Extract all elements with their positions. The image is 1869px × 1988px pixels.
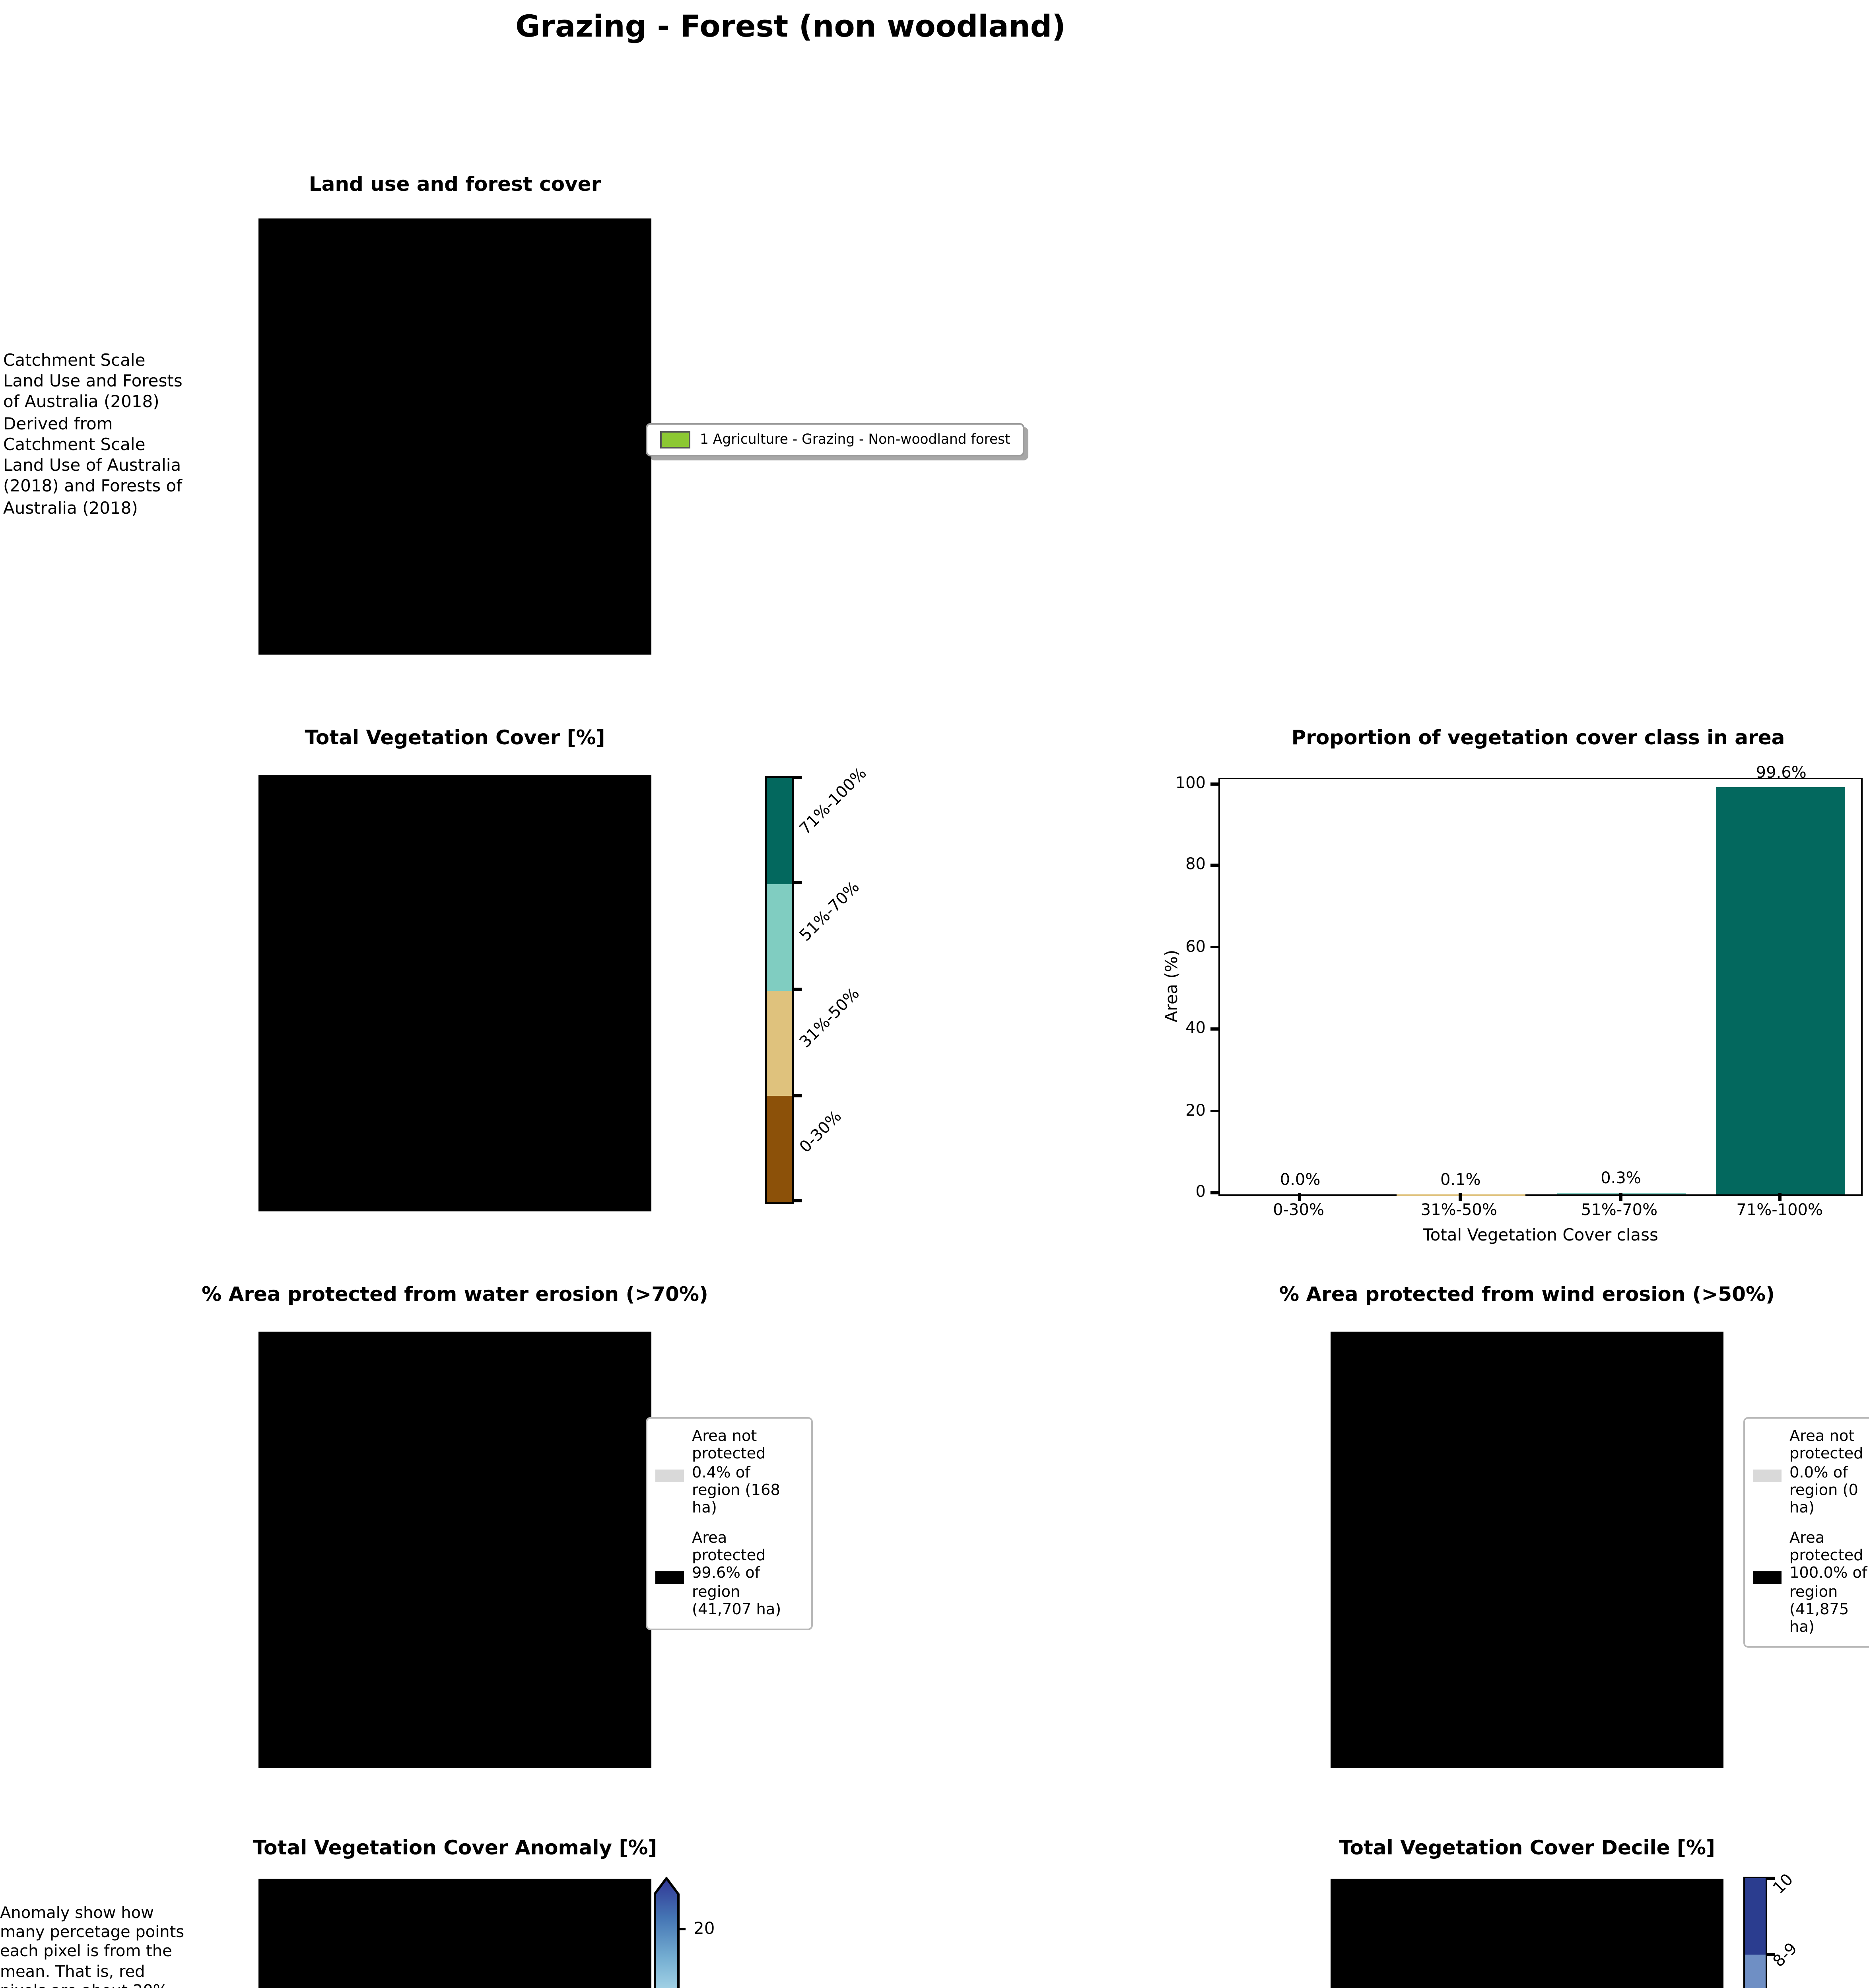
water-protected-label: Area protected 99.6% of region (41,707 h… <box>692 1529 781 1619</box>
anomaly-title: Total Vegetation Cover Anomaly [%] <box>253 1835 657 1859</box>
decile-seg-8-9 <box>1745 1955 1766 1988</box>
ytick-40: 40 <box>1185 1020 1206 1038</box>
wind-legend-item-protected: Area protected 100.0% of region (41,875 … <box>1753 1529 1867 1637</box>
anomaly-note: Anomaly show how many percetage points e… <box>0 1905 185 1988</box>
landuse-legend-swatch <box>660 431 690 448</box>
map-land-use <box>255 218 652 659</box>
decile-title: Total Vegetation Cover Decile [%] <box>1339 1835 1715 1859</box>
wind-legend: Area not protected 0.0% of region (0 ha)… <box>1743 1417 1869 1648</box>
map-water-erosion <box>255 1332 652 1772</box>
decile-label-8-9: 8-9 <box>1770 1940 1801 1971</box>
wind-legend-item-not-protected: Area not protected 0.0% of region (0 ha) <box>1753 1428 1867 1518</box>
bar-value-1: 0.1% <box>1440 1172 1481 1189</box>
ytick-0: 0 <box>1195 1184 1206 1202</box>
wind-not-protected-label: Area not protected 0.0% of region (0 ha) <box>1789 1428 1863 1518</box>
ytick-60: 60 <box>1185 939 1206 957</box>
landuse-legend: 1 Agriculture - Grazing - Non-woodland f… <box>646 423 1025 456</box>
cover-colorbar-seg <box>767 990 792 1096</box>
wind-not-protected-swatch <box>1753 1470 1782 1482</box>
map-anomaly <box>255 1879 652 1988</box>
water-legend-item-protected: Area protected 99.6% of region (41,707 h… <box>655 1529 803 1619</box>
chart-xlabel: Total Vegetation Cover class <box>1423 1226 1658 1245</box>
landuse-legend-label: 1 Agriculture - Grazing - Non-woodland f… <box>700 432 1010 448</box>
ytick-80: 80 <box>1185 857 1206 875</box>
chart-ylabel: Area (%) <box>1163 949 1182 1023</box>
cover-colorbar-seg <box>767 884 792 990</box>
bar-value-2: 0.3% <box>1601 1171 1641 1188</box>
map-decile <box>1327 1879 1724 1988</box>
water-protected-swatch <box>655 1571 684 1584</box>
cover-title: Total Vegetation Cover [%] <box>305 725 605 749</box>
bar-value-3: 99.6% <box>1756 765 1807 783</box>
cover-cb-label-3: 31%-50% <box>797 985 864 1052</box>
ytick-20: 20 <box>1185 1102 1206 1120</box>
bar-value-0: 0.0% <box>1280 1172 1321 1190</box>
cover-colorbar-seg <box>767 778 792 884</box>
map-vegetation-cover <box>255 775 652 1215</box>
decile-seg-10 <box>1745 1878 1766 1955</box>
decile-label-10: 10 <box>1770 1871 1797 1898</box>
xtick-51-70: 51%-70% <box>1581 1202 1658 1220</box>
bar-chart: 0.0% 0.1% 0.3% 99.6% <box>1218 765 1863 1196</box>
water-legend-item-not-protected: Area not protected 0.4% of region (168 h… <box>655 1428 803 1518</box>
xtick-31-50: 31%-50% <box>1420 1202 1497 1220</box>
water-not-protected-label: Area not protected 0.4% of region (168 h… <box>692 1428 780 1518</box>
water-legend: Area not protected 0.4% of region (168 h… <box>646 1417 813 1631</box>
cover-cb-label-4: 0-30% <box>797 1108 846 1157</box>
water-title: % Area protected from water erosion (>70… <box>202 1282 708 1306</box>
bar-71-100 <box>1717 787 1846 1194</box>
landuse-note: Catchment Scale Land Use and Forests of … <box>3 351 183 518</box>
water-not-protected-swatch <box>655 1470 684 1482</box>
ytick-100: 100 <box>1175 775 1206 793</box>
landuse-title: Land use and forest cover <box>309 172 601 196</box>
anomaly-colorbar <box>654 1877 686 1988</box>
cover-cb-label-2: 51%-70% <box>797 879 864 945</box>
chart-title: Proportion of vegetation cover class in … <box>1291 725 1785 749</box>
wind-title: % Area protected from wind erosion (>50%… <box>1279 1282 1775 1306</box>
anomaly-tick-20: 20 <box>694 1920 715 1939</box>
xtick-71-100: 71%-100% <box>1736 1202 1823 1220</box>
cover-colorbar-seg <box>767 1096 792 1202</box>
cover-cb-label-1: 71%-100% <box>797 765 871 839</box>
cover-colorbar <box>765 776 794 1204</box>
map-wind-erosion <box>1327 1332 1724 1772</box>
decile-colorbar <box>1743 1877 1767 1988</box>
xtick-0-30: 0-30% <box>1273 1202 1324 1220</box>
wind-protected-label: Area protected 100.0% of region (41,875 … <box>1789 1529 1867 1637</box>
wind-protected-swatch <box>1753 1571 1782 1584</box>
page-title: Grazing - Forest (non woodland) <box>515 10 1066 45</box>
